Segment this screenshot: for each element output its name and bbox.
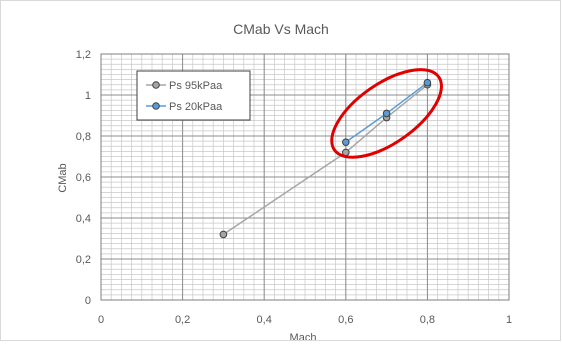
- x-tick-label: 1: [506, 314, 512, 326]
- x-tick-label: 0,8: [420, 314, 435, 326]
- series-layer: [219, 78, 432, 239]
- y-tick-labels: 0 0,2 0,4 0,6 0,8 1 1,2: [76, 49, 91, 307]
- x-tick-labels: 0 0,2 0,4 0,6 0,8 1: [98, 314, 512, 326]
- y-axis-label: CMab: [57, 163, 69, 192]
- series-2: [342, 78, 432, 146]
- legend-box: [136, 70, 251, 121]
- highlight-ellipse: [330, 68, 443, 159]
- legend-marker: [152, 102, 160, 110]
- chart-title: CMab Vs Mach: [233, 21, 329, 37]
- annotation-layer: [330, 68, 443, 159]
- axes: [100, 53, 510, 301]
- y-tick-label: 0,6: [76, 172, 91, 184]
- x-tick-label: 0,6: [338, 314, 353, 326]
- data-point: [423, 78, 432, 87]
- y-tick-label: 0,8: [76, 131, 91, 143]
- legend-marker: [152, 81, 160, 89]
- series-line: [222, 84, 428, 236]
- y-tick-label: 0: [85, 295, 91, 307]
- y-tick-label: 1,2: [76, 49, 91, 61]
- y-tick-label: 1: [85, 90, 91, 102]
- legend: Ps 95kPaa Ps 20kPaa: [136, 70, 251, 121]
- legend-item: Ps 95kPaa: [146, 80, 223, 92]
- legend-label: Ps 95kPaa: [169, 80, 223, 92]
- x-tick-label: 0,2: [175, 314, 190, 326]
- data-point: [342, 138, 350, 146]
- plot-area-border: [100, 53, 510, 301]
- y-tick-label: 0,2: [76, 254, 91, 266]
- data-point: [219, 230, 228, 239]
- x-tick-label: 0: [98, 314, 104, 326]
- legend-label: Ps 20kPaa: [169, 101, 223, 113]
- legend-item: Ps 20kPaa: [146, 101, 223, 113]
- y-tick-label: 0,4: [76, 213, 91, 225]
- x-tick-label: 0,4: [257, 314, 272, 326]
- x-axis-label: Mach: [290, 332, 317, 342]
- data-point: [382, 109, 391, 118]
